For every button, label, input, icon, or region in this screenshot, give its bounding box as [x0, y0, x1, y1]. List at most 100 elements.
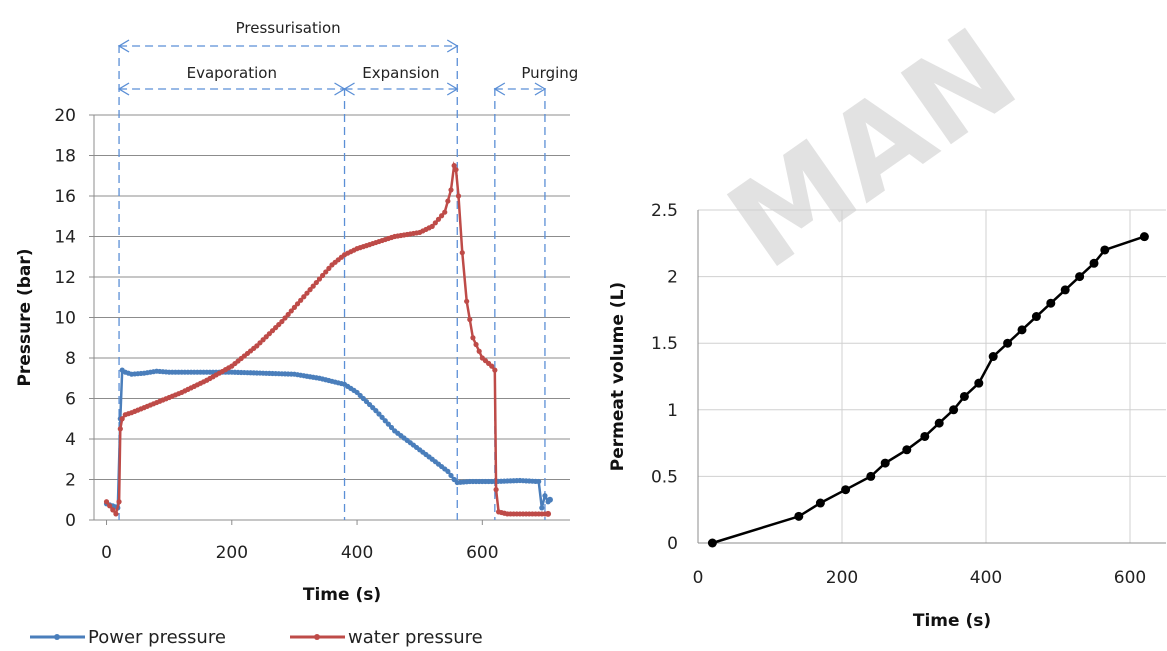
series-point — [432, 220, 438, 226]
y-tick-label: 12 — [54, 268, 76, 288]
series-point — [988, 352, 998, 362]
series-point — [1031, 312, 1041, 322]
series-point — [103, 499, 110, 505]
series-point — [435, 216, 442, 222]
series-point — [107, 503, 113, 509]
x-axis-title: Time (s) — [913, 611, 991, 631]
phase-arrowhead-left — [117, 82, 130, 96]
series-point — [492, 367, 498, 373]
series-point — [1075, 272, 1085, 282]
x-tick-label: 400 — [970, 568, 1002, 588]
y-axis-title: Pressure (bar) — [15, 248, 35, 386]
series-point — [298, 297, 304, 303]
x-tick-label: 600 — [466, 543, 498, 563]
series-point — [902, 445, 912, 455]
series-point — [116, 499, 122, 505]
series-point — [323, 269, 329, 275]
series-point — [373, 408, 379, 414]
phase-arrowhead-left — [117, 39, 130, 53]
series-point — [110, 507, 116, 513]
series-point — [866, 471, 876, 481]
series-point — [379, 414, 385, 420]
series-point — [307, 287, 313, 293]
y-tick-label: 1 — [667, 401, 678, 421]
phase-arrowhead-left — [343, 82, 355, 96]
series-point — [382, 418, 388, 424]
y-tick-label: 0.5 — [651, 467, 678, 487]
phase-label: Purging — [521, 64, 578, 82]
series-point — [455, 193, 462, 199]
x-tick-label: 200 — [826, 568, 858, 588]
series-point — [959, 391, 969, 401]
series-point — [320, 272, 326, 279]
series-point — [288, 308, 294, 314]
series-point — [294, 301, 301, 307]
series-point — [841, 485, 851, 495]
phase-arrowhead-left — [493, 82, 506, 96]
series-point — [1089, 258, 1099, 268]
series-point — [1046, 298, 1056, 308]
series-point — [815, 498, 825, 508]
y-tick-label: 20 — [54, 106, 76, 126]
series-point — [313, 279, 319, 286]
y-tick-label: 16 — [54, 187, 76, 207]
series-point — [442, 209, 448, 215]
y-tick-label: 2.5 — [651, 201, 678, 221]
series-point — [445, 198, 451, 204]
series-point — [794, 511, 804, 521]
series-point — [1003, 338, 1013, 348]
series-point — [445, 468, 451, 474]
series-point — [301, 294, 307, 300]
series-point — [545, 510, 552, 517]
series-point — [388, 424, 395, 431]
series-point — [451, 163, 457, 169]
series-point — [459, 250, 465, 256]
y-tick-label: 14 — [54, 228, 76, 248]
series-point — [473, 341, 479, 348]
y-tick-label: 10 — [54, 309, 76, 329]
series-point — [385, 421, 391, 427]
series-point — [546, 496, 553, 503]
x-tick-label: 0 — [693, 568, 704, 588]
x-tick-label: 600 — [1114, 568, 1146, 588]
series-point — [117, 426, 123, 432]
x-tick-label: 0 — [101, 543, 112, 563]
series-point — [489, 363, 495, 369]
legend-marker — [54, 634, 60, 640]
series-point — [536, 478, 542, 485]
series-point — [439, 213, 445, 219]
series-point — [453, 167, 459, 173]
phase-arrowhead-right — [534, 82, 547, 96]
series-point — [467, 316, 473, 323]
phase-label: Pressurisation — [236, 19, 341, 37]
phase-label: Evaporation — [187, 64, 277, 82]
y-tick-label: 0 — [65, 511, 76, 531]
watermark-text: MAN — [705, 3, 1041, 296]
series-point — [291, 304, 298, 310]
series-point — [470, 335, 476, 341]
series-point — [1100, 245, 1110, 255]
y-tick-label: 1.5 — [651, 334, 678, 354]
series-point — [304, 290, 310, 296]
series-point — [310, 283, 316, 289]
series-point — [429, 223, 435, 229]
series-point — [476, 348, 482, 354]
series-point — [539, 505, 545, 511]
x-tick-label: 200 — [216, 543, 248, 563]
series-point — [934, 418, 944, 428]
y-axis-title: Permeat volume (L) — [608, 282, 628, 471]
legend-label: water pressure — [348, 627, 483, 648]
series-point — [1017, 325, 1027, 335]
series-point — [464, 298, 470, 304]
series-point — [920, 431, 930, 441]
series-point — [119, 416, 125, 422]
series-point — [1060, 285, 1070, 295]
y-tick-label: 0 — [667, 534, 678, 554]
phase-arrowhead-right — [446, 82, 459, 96]
series-point — [880, 458, 890, 468]
series-point — [1139, 232, 1149, 242]
y-tick-label: 18 — [54, 147, 76, 167]
series-point — [316, 276, 323, 282]
